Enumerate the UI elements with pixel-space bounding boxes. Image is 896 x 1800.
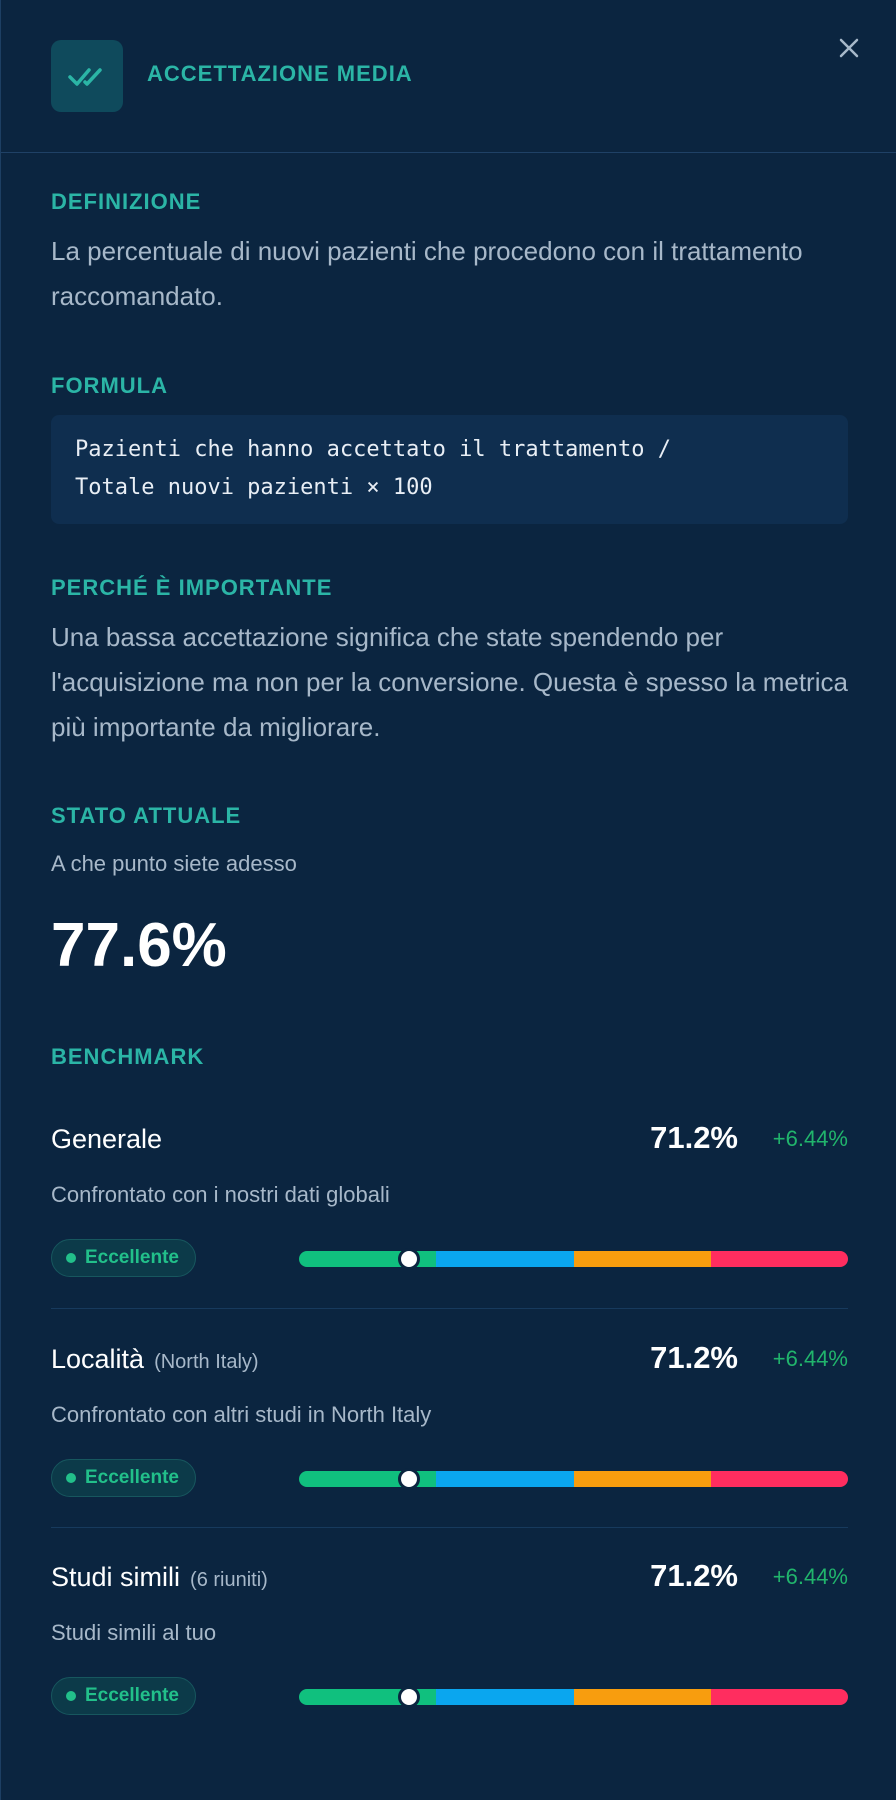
benchmark-scale-bar (299, 1251, 848, 1267)
scale-segment (710, 1689, 848, 1705)
benchmark-item-generale: Generale 71.2% +6.44% Confrontato con i … (51, 1120, 848, 1324)
benchmark-description: Confrontato con altri studi in North Ita… (51, 1402, 432, 1427)
benchmark-value: 71.2% (650, 1558, 738, 1593)
definition-label: DEFINIZIONE (51, 189, 202, 214)
current-state-subtitle: A che punto siete adesso (51, 851, 297, 876)
benchmark-name: Località (North Italy) (51, 1344, 259, 1374)
scale-segment (436, 1251, 574, 1267)
divider (51, 1527, 848, 1528)
current-value: 77.6% (51, 911, 227, 980)
panel-title: ACCETTAZIONE MEDIA (147, 61, 413, 86)
formula-box: Pazienti che hanno accettato il trattame… (51, 415, 848, 524)
status-dot-icon (66, 1691, 76, 1701)
status-badge: Eccellente (51, 1239, 196, 1277)
status-dot-icon (66, 1253, 76, 1263)
benchmark-name: Generale (51, 1124, 163, 1154)
benchmark-value: 71.2% (650, 1120, 738, 1155)
benchmark-delta: +6.44% (772, 1126, 848, 1151)
benchmark-label: BENCHMARK (51, 1044, 205, 1069)
benchmark-item-studi-simili: Studi simili (6 riuniti) 71.2% +6.44% Stu… (51, 1558, 848, 1762)
benchmark-description: Confrontato con i nostri dati globali (51, 1182, 390, 1207)
scale-segment (710, 1251, 848, 1267)
double-check-icon (51, 40, 123, 112)
status-dot-icon (66, 1473, 76, 1483)
benchmark-description: Studi simili al tuo (51, 1620, 217, 1645)
divider (51, 1308, 848, 1309)
formula-label: FORMULA (51, 373, 168, 398)
status-badge: Eccellente (51, 1459, 196, 1497)
benchmark-item-localita: Località (North Italy) 71.2% +6.44% Confr… (51, 1340, 848, 1544)
close-icon[interactable] (833, 32, 865, 64)
current-state-label: STATO ATTUALE (51, 803, 242, 828)
benchmark-marker (397, 1468, 420, 1490)
benchmark-name: Studi simili (6 riuniti) (51, 1562, 268, 1592)
status-badge: Eccellente (51, 1677, 196, 1715)
scale-segment (436, 1471, 574, 1487)
benchmark-delta: +6.44% (772, 1346, 848, 1371)
panel-header: ACCETTAZIONE MEDIA (1, 0, 896, 153)
benchmark-qualifier: (North Italy) (154, 1351, 259, 1373)
benchmark-marker (397, 1686, 420, 1708)
importance-label: PERCHÉ È IMPORTANTE (51, 575, 333, 600)
scale-segment (436, 1689, 574, 1705)
benchmark-delta: +6.44% (772, 1564, 848, 1589)
scale-segment (573, 1689, 711, 1705)
benchmark-scale-bar (299, 1471, 848, 1487)
scale-segment (573, 1251, 711, 1267)
importance-text: Una bassa accettazione significa che sta… (51, 622, 848, 742)
formula-text: Pazienti che hanno accettato il trattame… (75, 437, 672, 500)
benchmark-qualifier: (6 riuniti) (190, 1569, 268, 1591)
definition-text: La percentuale di nuovi pazienti che pro… (51, 236, 803, 311)
benchmark-scale-bar (299, 1689, 848, 1705)
benchmark-marker (397, 1248, 420, 1270)
benchmark-value: 71.2% (650, 1340, 738, 1375)
scale-segment (710, 1471, 848, 1487)
scale-segment (573, 1471, 711, 1487)
